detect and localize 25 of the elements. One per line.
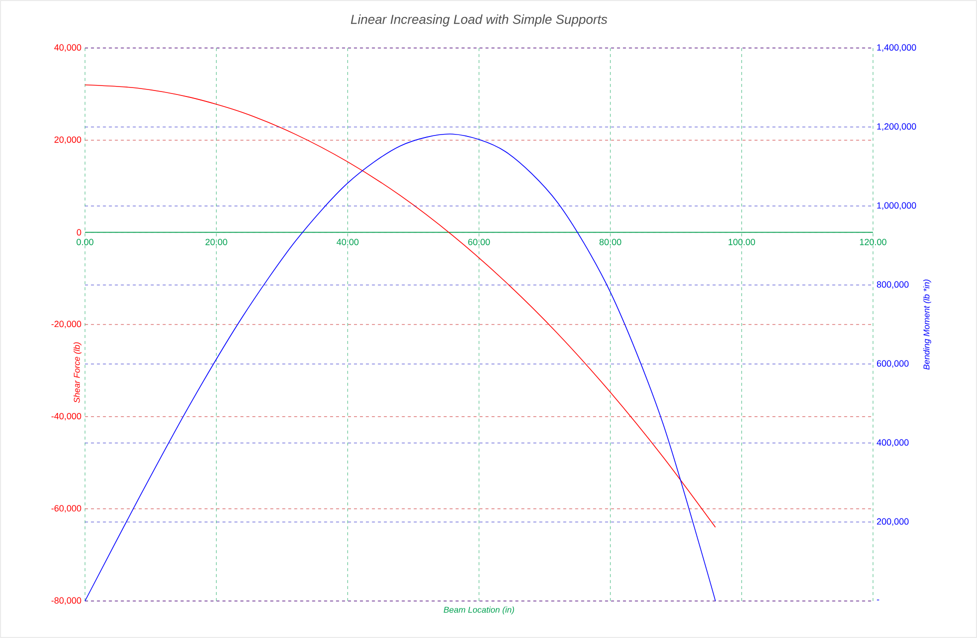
y-tick-label: -40,000 xyxy=(51,412,82,420)
y2-tick-label: 1,200,000 xyxy=(877,123,916,131)
y-axis-title: Shear Force (lb) xyxy=(74,342,82,403)
x-tick-label: 120.00 xyxy=(860,238,886,246)
x-tick-label: 0.00 xyxy=(76,238,94,246)
y-tick-label: 0 xyxy=(76,229,82,236)
x-tick-label: 60.00 xyxy=(468,238,490,246)
y-tick-label: 40,000 xyxy=(54,44,82,52)
y-tick-label: -80,000 xyxy=(51,597,82,605)
y2-tick-label: 400,000 xyxy=(876,439,909,447)
chart-title: Linear Increasing Load with Simple Supports xyxy=(350,14,608,26)
x-tick-label: 20.00 xyxy=(206,238,228,246)
y2-tick-label: 800,000 xyxy=(876,281,909,289)
y-tick-label: -20,000 xyxy=(51,320,82,328)
y2-tick-label: 200,000 xyxy=(876,518,909,526)
x-axis-title: Beam Location (in) xyxy=(444,606,514,614)
y2-axis-title: Bending Moment (lb *in) xyxy=(923,280,932,370)
y2-tick-label: 1,400,000 xyxy=(877,44,916,52)
x-tick-label: 40.00 xyxy=(336,238,359,246)
y-tick-label: 20,000 xyxy=(54,136,82,144)
x-tick-label: 80.00 xyxy=(600,238,622,246)
x-tick-label: 100.00 xyxy=(728,238,756,246)
y2-tick-label: 1,000,000 xyxy=(877,202,916,210)
y2-tick-label: 600,000 xyxy=(876,360,909,368)
y-tick-label: -60,000 xyxy=(51,505,82,513)
